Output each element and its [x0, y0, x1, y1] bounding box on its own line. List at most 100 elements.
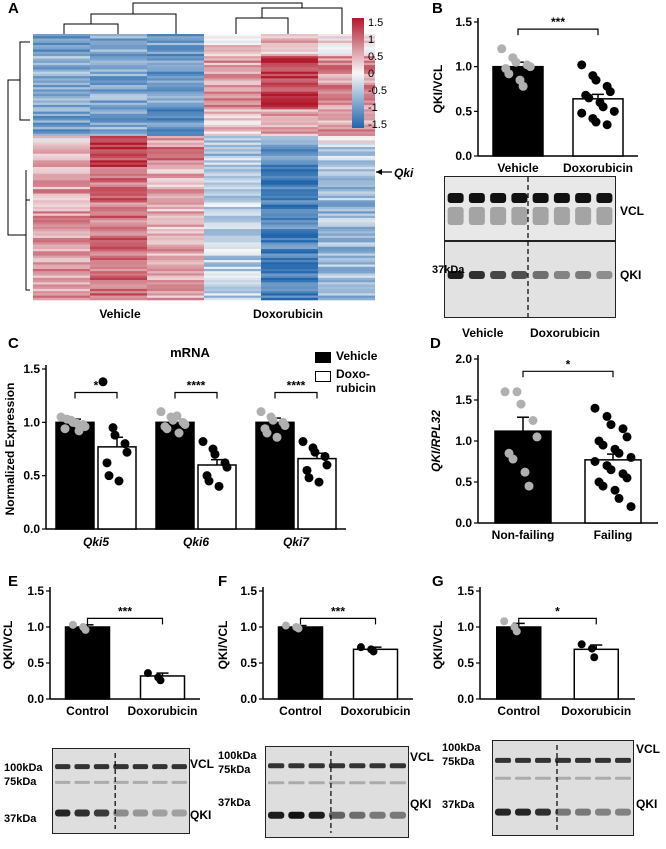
heatmap-cell	[33, 242, 90, 245]
x-tick-label: Qki7	[283, 535, 310, 549]
heatmap-cell	[33, 60, 90, 64]
data-point	[262, 428, 272, 438]
heatmap-cell	[33, 288, 90, 292]
y-tick-label: 1.5	[455, 393, 472, 407]
blot-band	[132, 764, 149, 770]
data-point	[512, 627, 521, 636]
heatmap-cell	[147, 60, 204, 64]
blot-band	[152, 780, 168, 784]
heatmap-cell	[90, 240, 147, 243]
heatmap-cell	[261, 280, 318, 283]
heatmap-cell	[204, 76, 261, 79]
blot-g-marker-75kda: 75kDa	[442, 756, 475, 768]
heatmap-cell	[33, 36, 90, 39]
heatmap-cell	[261, 76, 318, 79]
heatmap-cell	[90, 84, 147, 88]
heatmap-cell	[147, 131, 204, 135]
heatmap-cell	[33, 277, 90, 281]
heatmap-cell	[90, 80, 147, 84]
blot-band	[535, 808, 551, 816]
blot-band	[268, 763, 285, 769]
data-point	[525, 62, 535, 72]
data-point	[314, 477, 324, 487]
heatmap-cell	[90, 262, 147, 265]
heatmap-cell	[261, 78, 318, 81]
heatmap-cell	[318, 288, 375, 292]
data-point	[320, 451, 330, 461]
y-tick-label: 0.0	[457, 692, 474, 706]
heatmap-cell	[90, 162, 147, 166]
heatmap-cell	[90, 65, 147, 68]
heatmap-cell	[204, 275, 261, 279]
blot-band	[532, 271, 549, 279]
heatmap-cell	[204, 122, 261, 126]
x-tick-label: Non-failing	[492, 528, 555, 542]
heatmap-cell	[33, 186, 90, 190]
heatmap-cell	[90, 271, 147, 274]
heatmap-cell	[33, 45, 90, 48]
blot-band	[288, 811, 305, 819]
heatmap-cell	[147, 102, 204, 106]
heatmap-cell	[318, 251, 375, 254]
heatmap-cell	[204, 60, 261, 64]
panel-label-b: B	[432, 0, 443, 17]
heatmap-cell	[204, 173, 261, 177]
heatmap-cell	[204, 45, 261, 48]
heatmap-cell	[33, 182, 90, 186]
heatmap-cell	[204, 193, 261, 197]
data-point	[577, 60, 587, 70]
heatmap-cell	[318, 62, 375, 66]
heatmap-cell	[261, 182, 318, 186]
bar	[255, 421, 295, 530]
heatmap-cell	[204, 147, 261, 150]
blot-band	[555, 808, 571, 816]
heatmap-cell	[90, 235, 147, 239]
chart-g: 0.0 0.5 1.0 1.5 QKI/VCL Control Doxorubicin *	[431, 584, 635, 718]
heatmap-cell	[261, 38, 318, 41]
blot-band	[468, 193, 485, 203]
blot-band	[152, 764, 168, 770]
heatmap-cell	[318, 69, 375, 72]
heatmap-cell	[204, 251, 261, 254]
heatmap-cell	[204, 231, 261, 234]
heatmap-cell	[261, 111, 318, 115]
significance-label: *	[566, 357, 571, 371]
heatmap-cell	[90, 180, 147, 183]
bar	[277, 626, 324, 700]
heatmap-cell	[147, 73, 204, 77]
heatmap-cell	[147, 100, 204, 104]
heatmap-cell	[204, 38, 261, 41]
x-tick-label: Qki6	[183, 535, 209, 549]
heatmap-cell	[90, 102, 147, 106]
heatmap-cell	[90, 233, 147, 237]
heatmap-cell	[147, 76, 204, 79]
heatmap-cell	[147, 213, 204, 217]
heatmap-cell	[33, 65, 90, 68]
heatmap-cell	[147, 93, 204, 97]
heatmap-cell	[90, 60, 147, 64]
blot-band	[615, 776, 631, 780]
heatmap-cell	[90, 246, 147, 250]
heatmap-cell	[318, 149, 375, 152]
heatmap-cell	[318, 142, 375, 146]
heatmap-cell	[33, 67, 90, 70]
heatmap-cell	[33, 200, 90, 203]
heatmap-cell	[318, 53, 375, 57]
colorbar-tick-label: -1.5	[368, 119, 387, 131]
heatmap-cell	[204, 149, 261, 152]
heatmap-cell	[204, 277, 261, 281]
data-point	[614, 448, 624, 458]
heatmap-cell	[261, 71, 318, 75]
y-axis-label: QKI/VCL	[431, 621, 445, 670]
heatmap-cell	[261, 220, 318, 223]
heatmap-cell	[318, 202, 375, 205]
heatmap-cell	[261, 195, 318, 199]
heatmap-cell	[90, 98, 147, 101]
y-axis-label: QKI/VCL	[216, 621, 230, 670]
heatmap-cell	[147, 58, 204, 61]
heatmap-cell	[147, 233, 204, 237]
heatmap-cell	[90, 191, 147, 194]
heatmap-cell	[261, 109, 318, 112]
data-point	[174, 428, 184, 438]
data-point	[156, 676, 165, 685]
